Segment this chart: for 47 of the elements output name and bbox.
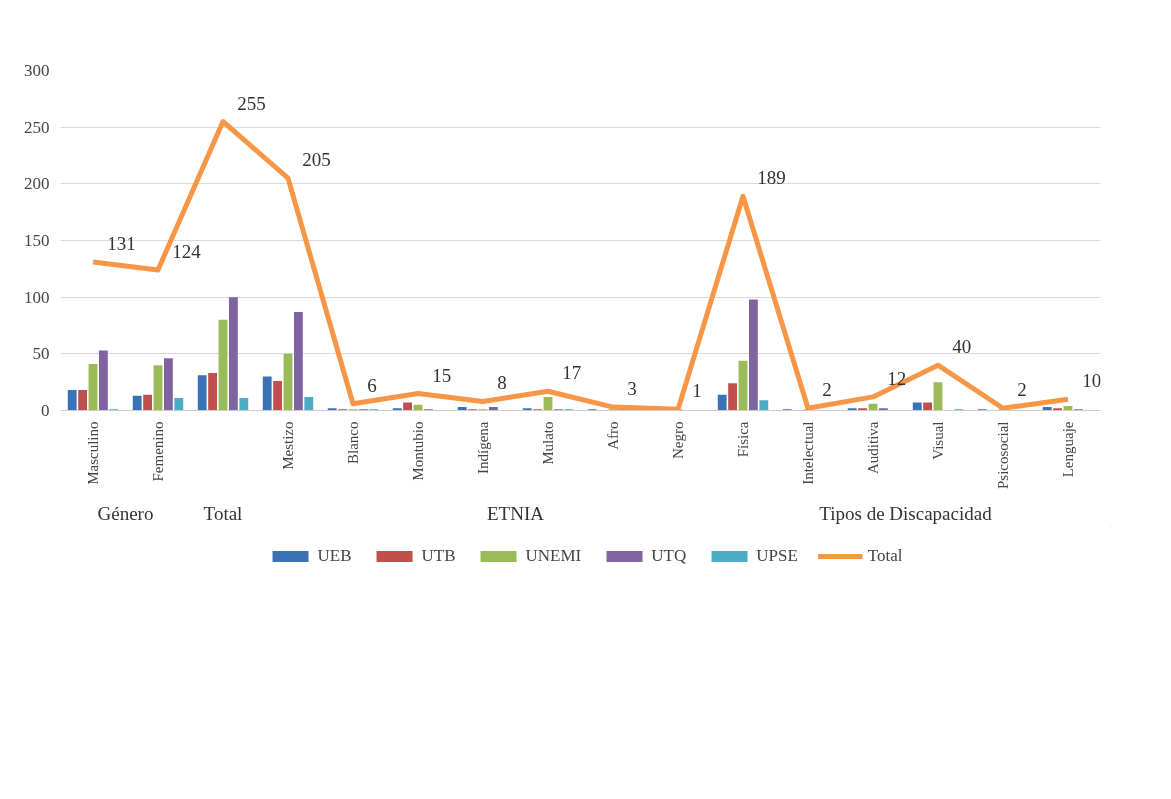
x-tick-label: Negro — [670, 421, 686, 459]
legend-label: UEB — [317, 546, 352, 566]
data-label: 10 — [1082, 370, 1102, 392]
x-tick-label: Indígena — [475, 421, 491, 474]
x-tick-label: Lenguaje — [1060, 421, 1076, 478]
y-tick-label: 150 — [24, 231, 50, 250]
y-tick-label: 100 — [24, 287, 50, 307]
data-label: 1 — [692, 380, 702, 402]
x-tick-label: Psicosocial — [995, 421, 1011, 489]
y-tick-label: 0 — [41, 401, 50, 420]
legend-label: UNEMI — [525, 546, 582, 566]
legend-label: Total — [867, 546, 903, 566]
x-tick-label: Masculino — [85, 421, 101, 485]
y-tick-label: 50 — [32, 344, 50, 364]
x-tick-label: Auditiva — [865, 421, 881, 474]
x-tick-label: Intelectual — [800, 421, 816, 485]
legend-label: UPSE — [756, 546, 798, 566]
text: Total — [203, 502, 243, 524]
data-label: 15 — [432, 364, 452, 386]
data-label: 8 — [497, 372, 507, 394]
data-label: 3 — [627, 378, 637, 400]
x-tick-label: Montubio — [410, 421, 426, 481]
data-label: 2 — [1017, 379, 1027, 401]
legend-label: UTB — [421, 546, 456, 566]
data-label: 6 — [367, 374, 377, 396]
data-label: 255 — [237, 92, 266, 114]
x-tick-label: Afro — [605, 421, 621, 450]
data-label: 124 — [172, 240, 202, 262]
y-tick-label: 250 — [24, 117, 50, 137]
data-label: 131 — [107, 233, 136, 255]
legend-label: UTQ — [651, 546, 687, 566]
x-tick-label: Mestizo — [280, 421, 296, 470]
text: ETNIA — [487, 502, 545, 524]
x-tick-label: Mulato — [540, 421, 556, 465]
data-label: 189 — [757, 167, 786, 189]
text: Tipos de Discapacidad — [819, 502, 993, 524]
data-label: 40 — [952, 336, 972, 358]
data-label: 17 — [562, 362, 582, 384]
data-label: 2 — [822, 379, 832, 401]
y-tick-label: 300 — [24, 61, 50, 80]
text: Género — [97, 502, 154, 524]
x-tick-label: Femenino — [150, 421, 166, 482]
data-label: 205 — [302, 149, 331, 171]
x-tick-label: Visual — [930, 421, 946, 460]
x-tick-label: Física — [735, 421, 751, 458]
y-tick-label: 200 — [24, 174, 50, 194]
x-tick-label: Blanco — [345, 421, 361, 464]
